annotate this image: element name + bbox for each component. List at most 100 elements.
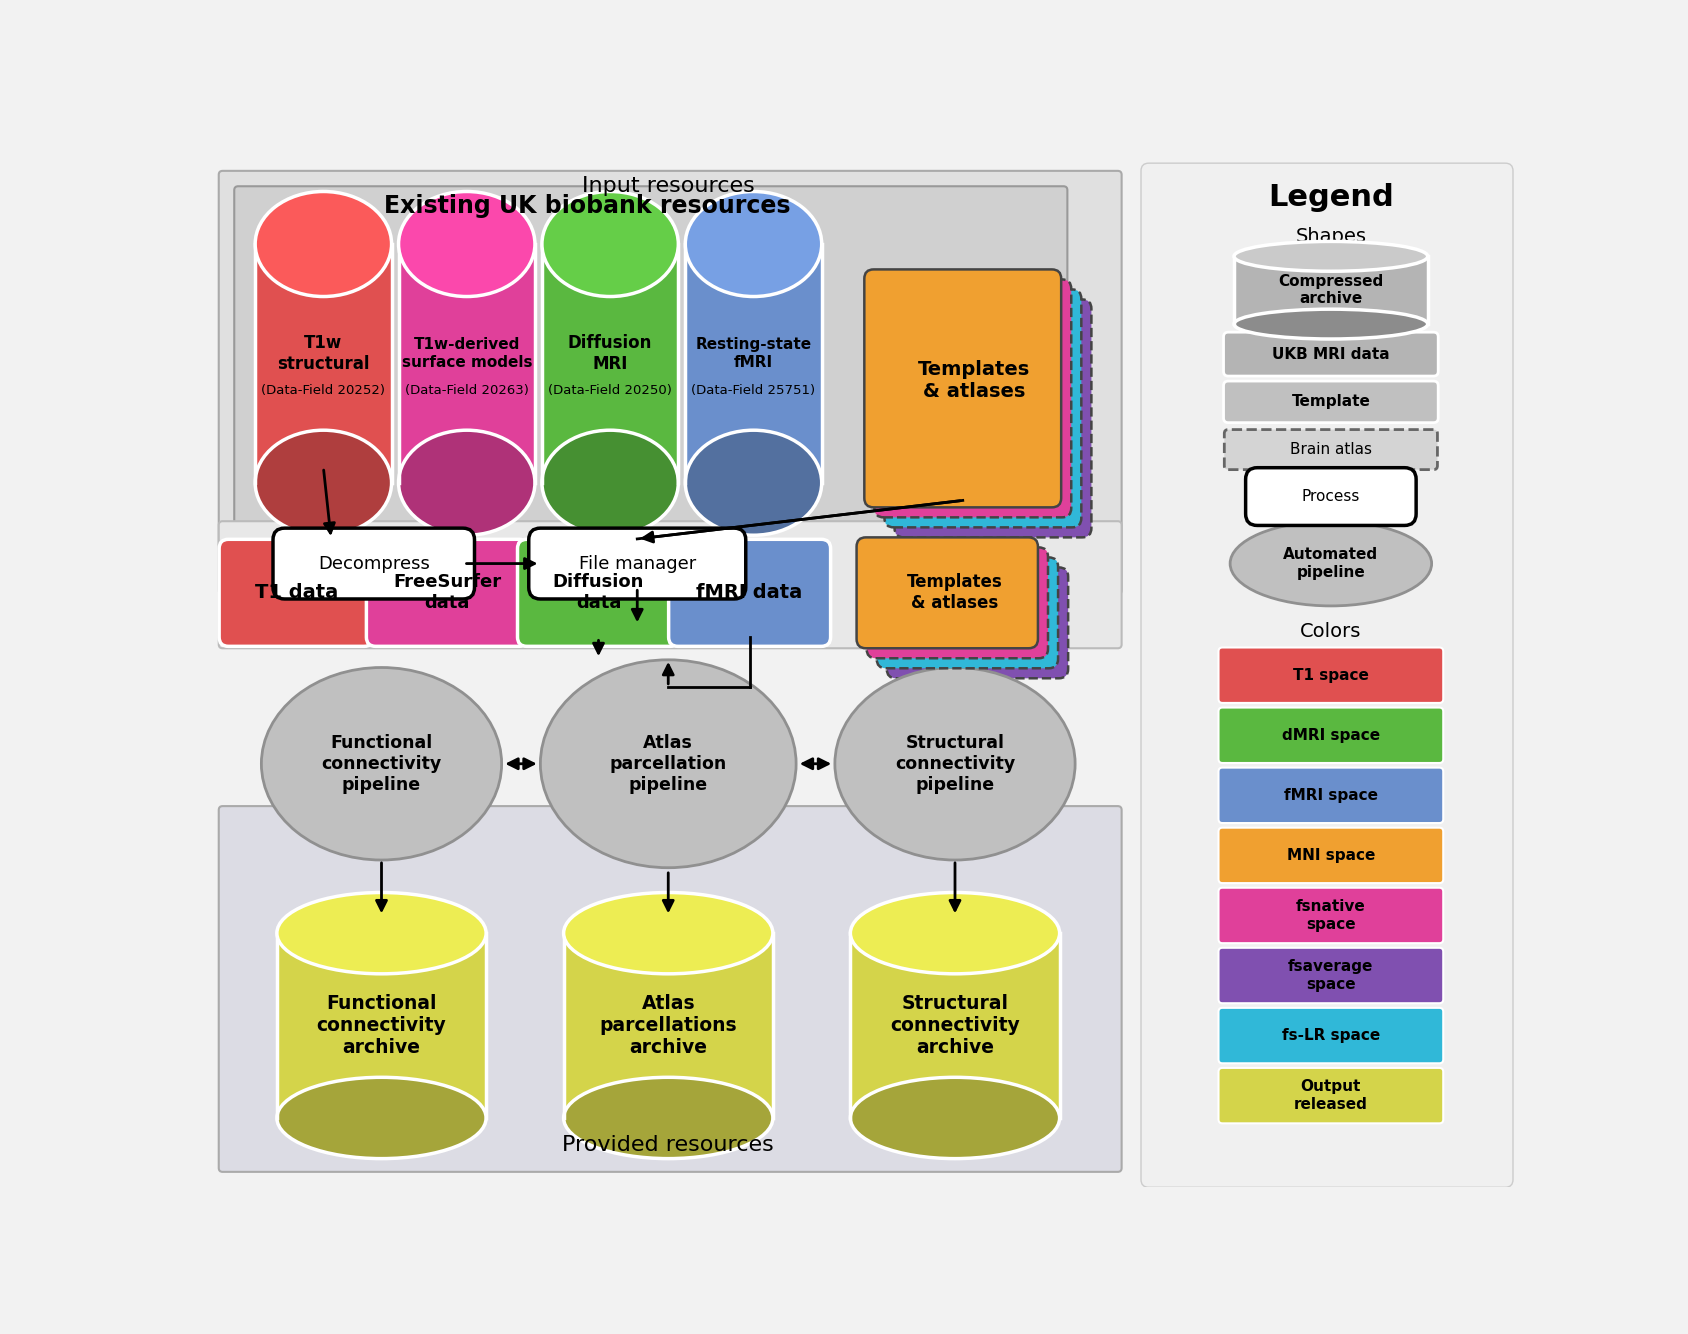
Ellipse shape — [255, 192, 392, 296]
FancyBboxPatch shape — [851, 934, 1060, 1118]
FancyBboxPatch shape — [1219, 1009, 1443, 1063]
Text: File manager: File manager — [579, 555, 695, 572]
Text: fs-LR space: fs-LR space — [1281, 1029, 1381, 1043]
Text: Atlas
parcellations
archive: Atlas parcellations archive — [599, 994, 738, 1057]
Text: Structural
connectivity
archive: Structural connectivity archive — [890, 994, 1020, 1057]
FancyBboxPatch shape — [219, 171, 1121, 595]
Text: Existing UK biobank resources: Existing UK biobank resources — [383, 193, 790, 217]
FancyBboxPatch shape — [366, 539, 528, 647]
FancyBboxPatch shape — [518, 539, 680, 647]
Ellipse shape — [542, 430, 679, 535]
FancyBboxPatch shape — [1219, 947, 1443, 1003]
Ellipse shape — [277, 892, 486, 974]
Text: T1w-derived
surface models: T1w-derived surface models — [402, 338, 532, 370]
Text: (Data-Field 20263): (Data-Field 20263) — [405, 384, 528, 396]
Text: Diffusion
data: Diffusion data — [552, 574, 645, 612]
Ellipse shape — [1234, 241, 1428, 271]
Text: Process: Process — [1301, 490, 1361, 504]
Ellipse shape — [564, 1078, 773, 1159]
Text: fsaverage
space: fsaverage space — [1288, 959, 1374, 991]
Ellipse shape — [836, 667, 1075, 860]
FancyBboxPatch shape — [219, 539, 373, 647]
Ellipse shape — [255, 430, 392, 535]
FancyBboxPatch shape — [219, 522, 1121, 648]
Text: Provided resources: Provided resources — [562, 1135, 775, 1155]
Text: Structural
connectivity
pipeline: Structural connectivity pipeline — [895, 734, 1014, 794]
FancyBboxPatch shape — [885, 289, 1082, 527]
FancyBboxPatch shape — [856, 538, 1038, 648]
Text: Output
released: Output released — [1295, 1079, 1367, 1111]
Ellipse shape — [277, 1078, 486, 1159]
FancyBboxPatch shape — [876, 558, 1058, 668]
Text: Compressed
archive: Compressed archive — [1278, 273, 1384, 307]
FancyBboxPatch shape — [273, 528, 474, 599]
Text: Legend: Legend — [1268, 183, 1394, 212]
FancyBboxPatch shape — [1224, 430, 1438, 470]
Text: Input resources: Input resources — [582, 176, 755, 196]
Text: Decompress: Decompress — [317, 555, 430, 572]
Text: Colors: Colors — [1300, 622, 1362, 640]
Text: Template: Template — [1291, 395, 1371, 410]
FancyBboxPatch shape — [685, 244, 822, 483]
Text: Functional
connectivity
archive: Functional connectivity archive — [317, 994, 446, 1057]
Ellipse shape — [851, 892, 1060, 974]
Ellipse shape — [542, 192, 679, 296]
FancyBboxPatch shape — [564, 934, 773, 1118]
FancyBboxPatch shape — [1219, 1069, 1443, 1123]
Ellipse shape — [1231, 522, 1431, 606]
FancyBboxPatch shape — [219, 806, 1121, 1171]
Text: Automated
pipeline: Automated pipeline — [1283, 547, 1379, 580]
FancyBboxPatch shape — [874, 279, 1072, 518]
Ellipse shape — [262, 667, 501, 860]
Ellipse shape — [564, 892, 773, 974]
FancyBboxPatch shape — [1224, 332, 1438, 376]
Text: fsnative
space: fsnative space — [1296, 899, 1366, 931]
Text: MNI space: MNI space — [1286, 848, 1376, 863]
Ellipse shape — [851, 1078, 1060, 1159]
Text: UKB MRI data: UKB MRI data — [1273, 347, 1389, 362]
Ellipse shape — [1234, 309, 1428, 339]
FancyBboxPatch shape — [1246, 468, 1416, 526]
FancyBboxPatch shape — [1224, 382, 1438, 423]
Text: (Data-Field 20252): (Data-Field 20252) — [262, 384, 385, 396]
Text: Functional
connectivity
pipeline: Functional connectivity pipeline — [321, 734, 442, 794]
Text: dMRI space: dMRI space — [1281, 728, 1379, 743]
FancyBboxPatch shape — [235, 187, 1067, 556]
Text: (Data-Field 25751): (Data-Field 25751) — [692, 384, 815, 396]
Ellipse shape — [685, 430, 822, 535]
FancyBboxPatch shape — [895, 299, 1092, 538]
Text: fMRI data: fMRI data — [697, 583, 803, 603]
Text: T1w
structural: T1w structural — [277, 334, 370, 372]
Text: Diffusion
MRI: Diffusion MRI — [567, 334, 652, 372]
FancyBboxPatch shape — [1219, 827, 1443, 883]
FancyBboxPatch shape — [542, 244, 679, 483]
FancyBboxPatch shape — [277, 934, 486, 1118]
Text: (Data-Field 20250): (Data-Field 20250) — [549, 384, 672, 396]
Ellipse shape — [540, 660, 797, 867]
Ellipse shape — [398, 430, 535, 535]
FancyBboxPatch shape — [866, 547, 1048, 658]
FancyBboxPatch shape — [255, 244, 392, 483]
FancyBboxPatch shape — [1219, 887, 1443, 943]
Text: Templates
& atlases: Templates & atlases — [918, 360, 1030, 400]
Text: fMRI space: fMRI space — [1285, 788, 1377, 803]
FancyBboxPatch shape — [1219, 767, 1443, 823]
FancyBboxPatch shape — [528, 528, 746, 599]
Text: T1 space: T1 space — [1293, 668, 1369, 683]
FancyBboxPatch shape — [1219, 707, 1443, 763]
FancyBboxPatch shape — [864, 269, 1062, 507]
Text: FreeSurfer
data: FreeSurfer data — [393, 574, 501, 612]
Text: Atlas
parcellation
pipeline: Atlas parcellation pipeline — [609, 734, 728, 794]
Text: Shapes: Shapes — [1295, 227, 1366, 245]
Ellipse shape — [685, 192, 822, 296]
FancyBboxPatch shape — [886, 567, 1069, 678]
FancyBboxPatch shape — [398, 244, 535, 483]
FancyBboxPatch shape — [1141, 163, 1512, 1187]
Text: Templates
& atlases: Templates & atlases — [906, 574, 1003, 612]
Ellipse shape — [398, 192, 535, 296]
Text: Resting-state
fMRI: Resting-state fMRI — [695, 338, 812, 370]
FancyBboxPatch shape — [1219, 647, 1443, 703]
Text: Brain atlas: Brain atlas — [1290, 442, 1372, 458]
Text: T1 data: T1 data — [255, 583, 338, 603]
FancyBboxPatch shape — [1234, 256, 1428, 324]
